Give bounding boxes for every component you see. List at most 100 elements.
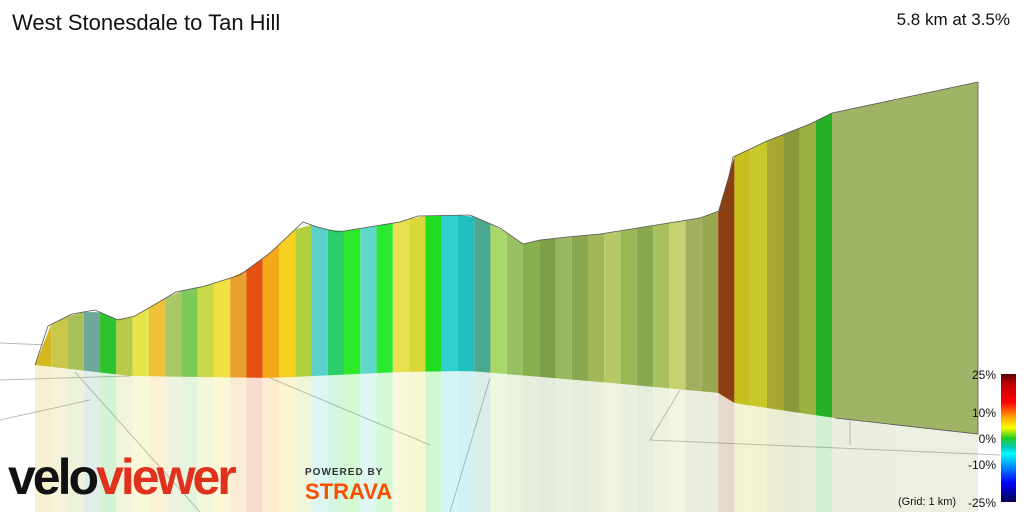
gradient-band	[392, 218, 410, 373]
gradient-band-reflection	[571, 379, 589, 512]
gradient-band-reflection	[165, 376, 182, 512]
gradient-band-reflection	[734, 402, 751, 512]
gradient-band	[474, 216, 491, 373]
gradient-band-reflection	[555, 378, 572, 512]
scale-label-zero: 0%	[978, 432, 996, 446]
profile-side-edge	[834, 82, 979, 435]
gradient-band	[116, 316, 133, 377]
gradient-band	[376, 223, 393, 374]
gradient-band	[360, 225, 377, 374]
gradient-band-reflection	[457, 371, 475, 512]
gradient-band	[701, 211, 719, 393]
gradient-band	[832, 82, 978, 434]
gradient-band	[539, 238, 556, 379]
gradient-band-reflection	[344, 373, 361, 512]
gradient-band	[506, 232, 523, 376]
gradient-band	[230, 270, 247, 378]
gradient-band-reflection	[766, 407, 784, 512]
gradient-band	[685, 217, 702, 392]
gradient-band-reflection	[653, 386, 670, 512]
gradient-band-reflection	[636, 385, 654, 512]
scale-label-mid-low: -10%	[967, 458, 996, 472]
gradient-band	[571, 235, 589, 382]
gradient-band-reflection	[718, 392, 735, 512]
gradient-band	[490, 223, 507, 375]
gradient-band-reflection	[35, 365, 52, 512]
gradient-band	[51, 316, 68, 369]
gradient-band-reflection	[230, 377, 247, 512]
gradient-band-reflection	[51, 366, 68, 512]
gradient-band-reflection	[750, 405, 767, 512]
gradient-band-reflection	[327, 374, 345, 512]
gradient-band-reflection	[685, 389, 702, 512]
scale-label-top: 25%	[971, 368, 996, 382]
gradient-band-reflection	[246, 377, 263, 512]
gradient-band-reflection	[376, 372, 393, 512]
gradient-band-reflection	[425, 371, 442, 512]
profile-reflection	[35, 365, 978, 512]
gradient-band-reflection	[116, 374, 133, 512]
gradient-band	[669, 220, 686, 390]
gradient-band	[588, 233, 605, 383]
scale-label-mid-high: 10%	[971, 406, 996, 420]
gradient-band	[213, 278, 231, 378]
gradient-band	[181, 287, 198, 377]
gradient-band-reflection	[604, 382, 621, 512]
veloviewer-logo[interactable]: veloviewer	[8, 449, 237, 505]
gradient-band	[555, 236, 572, 380]
gradient-bands	[35, 82, 978, 434]
gradient-band-reflection	[132, 376, 149, 512]
strava-logo[interactable]: STRAVA	[305, 479, 393, 504]
gradient-band	[783, 128, 800, 413]
gradient-band-reflection	[783, 410, 800, 512]
gradient-band	[67, 311, 84, 371]
logo-velo-text: velo	[8, 449, 99, 505]
gradient-band-reflection	[588, 381, 605, 512]
gradient-band-reflection	[669, 388, 686, 512]
gradient-band	[278, 229, 296, 378]
gradient-band	[100, 312, 117, 375]
gradient-band-reflection	[441, 371, 458, 512]
gradient-band-reflection	[506, 374, 523, 512]
gradient-band	[344, 228, 361, 375]
gradient-band	[311, 225, 328, 377]
gradient-band-reflection	[181, 376, 198, 512]
gradient-band-reflection	[522, 375, 540, 512]
gradient-band-reflection	[490, 372, 507, 512]
gradient-band-reflection	[409, 371, 426, 512]
gradient-band	[799, 121, 816, 416]
gradient-band	[246, 258, 263, 378]
gradient-band	[409, 215, 426, 372]
gradient-band	[197, 283, 214, 378]
grid-note: (Grid: 1 km)	[898, 496, 957, 508]
gradient-band	[522, 240, 540, 377]
segment-title: West Stonesdale to Tan Hill	[12, 10, 281, 35]
segment-summary: 5.8 km at 3.5%	[896, 10, 1010, 29]
gradient-band-reflection	[148, 376, 166, 512]
gradient-band	[457, 215, 475, 372]
gradient-band-reflection	[197, 376, 214, 512]
gradient-band	[148, 298, 166, 377]
gradient-band-reflection	[474, 371, 491, 512]
gradient-band-reflection	[100, 372, 117, 512]
gradient-band	[425, 215, 442, 372]
gradient-band-reflection	[701, 391, 719, 512]
gradient-band	[766, 134, 784, 411]
gradient-band	[165, 290, 182, 377]
gradient-band-reflection	[539, 376, 556, 512]
gradient-band-reflection	[278, 376, 296, 512]
gradient-band	[83, 311, 101, 373]
gradient-band	[441, 215, 458, 372]
gradient-band	[718, 156, 735, 403]
powered-by-label: POWERED BY	[305, 467, 384, 478]
gradient-band-reflection	[262, 377, 279, 512]
gradient-band-reflection	[83, 370, 101, 512]
gradient-band	[35, 324, 52, 367]
logo-viewer-text: viewer	[96, 449, 237, 505]
gradient-band-reflection	[360, 373, 377, 512]
gradient-band	[734, 148, 751, 406]
gradient-color-scale	[1001, 374, 1016, 502]
gradient-band	[262, 244, 279, 378]
gradient-band-reflection	[213, 377, 231, 512]
